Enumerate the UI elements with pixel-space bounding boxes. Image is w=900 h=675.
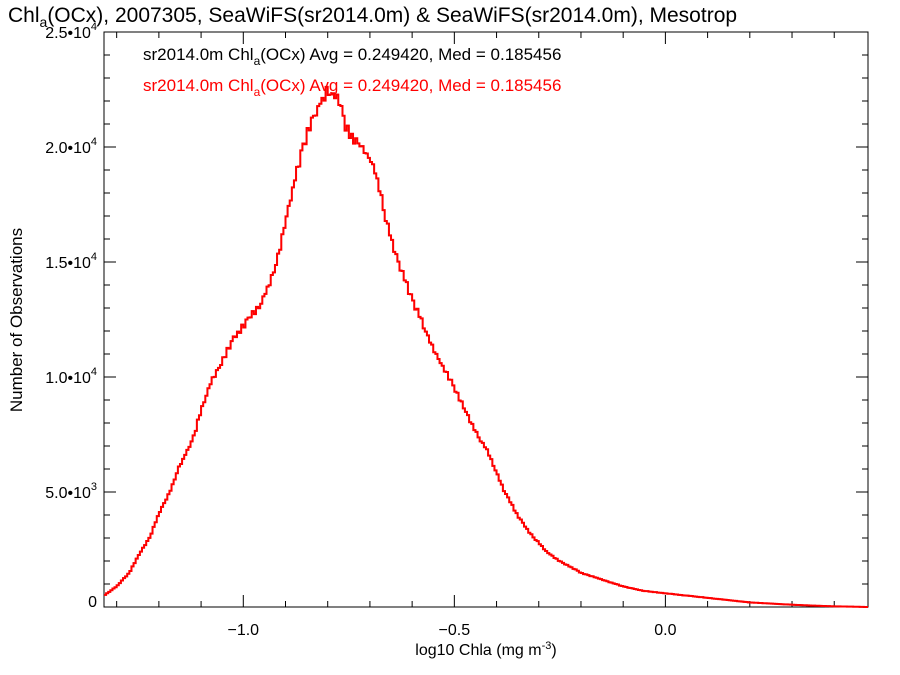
legend-black-b: (OCx) Avg = 0.249420, Med = 0.185456 (260, 45, 561, 64)
chart-title-sub: a (40, 14, 48, 30)
x-tick-label: 0.0 (654, 622, 676, 639)
series-line-black (104, 86, 868, 608)
y-axis-label: Number of Observations (7, 228, 26, 412)
x-tick-labels: −1.0 −0.5 0.0 (227, 622, 676, 639)
y-tick-label: 1.5•104 (45, 251, 97, 272)
legend-entry-black: sr2014.0m Chla(OCx) Avg = 0.249420, Med … (143, 45, 561, 68)
x-tick-label: −1.0 (227, 622, 259, 639)
plot-frame (103, 31, 869, 608)
legend-black-sub: a (254, 54, 261, 68)
axis-ticks (104, 31, 868, 608)
chart-title: Chla(OCx), 2007305, SeaWiFS(sr2014.0m) &… (8, 4, 737, 30)
legend-red-a: sr2014.0m Chl (143, 76, 254, 95)
legend-black-a: sr2014.0m Chl (143, 45, 254, 64)
legend-red-sub: a (254, 85, 261, 99)
series-line-red (104, 85, 868, 608)
legend-red-b: (OCx) Avg = 0.249420, Med = 0.185456 (260, 76, 561, 95)
y-tick-label: 5.0•103 (45, 481, 97, 502)
y-tick-label: 2.5•104 (45, 21, 97, 42)
y-tick-labels: 0 5.0•103 1.0•104 1.5•104 2.0•104 2.5•104 (45, 21, 97, 611)
chart-title-rest: (OCx), 2007305, SeaWiFS(sr2014.0m) & Sea… (47, 4, 737, 27)
x-tick-label: −0.5 (439, 622, 471, 639)
chart-title-a: Chl (8, 4, 40, 27)
x-axis-label-sup: -3 (542, 640, 552, 652)
y-tick-label: 0 (88, 594, 97, 611)
y-tick-label: 1.0•104 (45, 366, 97, 387)
y-tick-label: 2.0•104 (45, 136, 97, 157)
x-axis-label-a: log10 Chla (mg m (415, 642, 541, 659)
x-axis-label: log10 Chla (mg m-3) (415, 640, 556, 659)
legend-entry-red: sr2014.0m Chla(OCx) Avg = 0.249420, Med … (143, 76, 561, 99)
x-axis-label-end: ) (551, 642, 556, 659)
